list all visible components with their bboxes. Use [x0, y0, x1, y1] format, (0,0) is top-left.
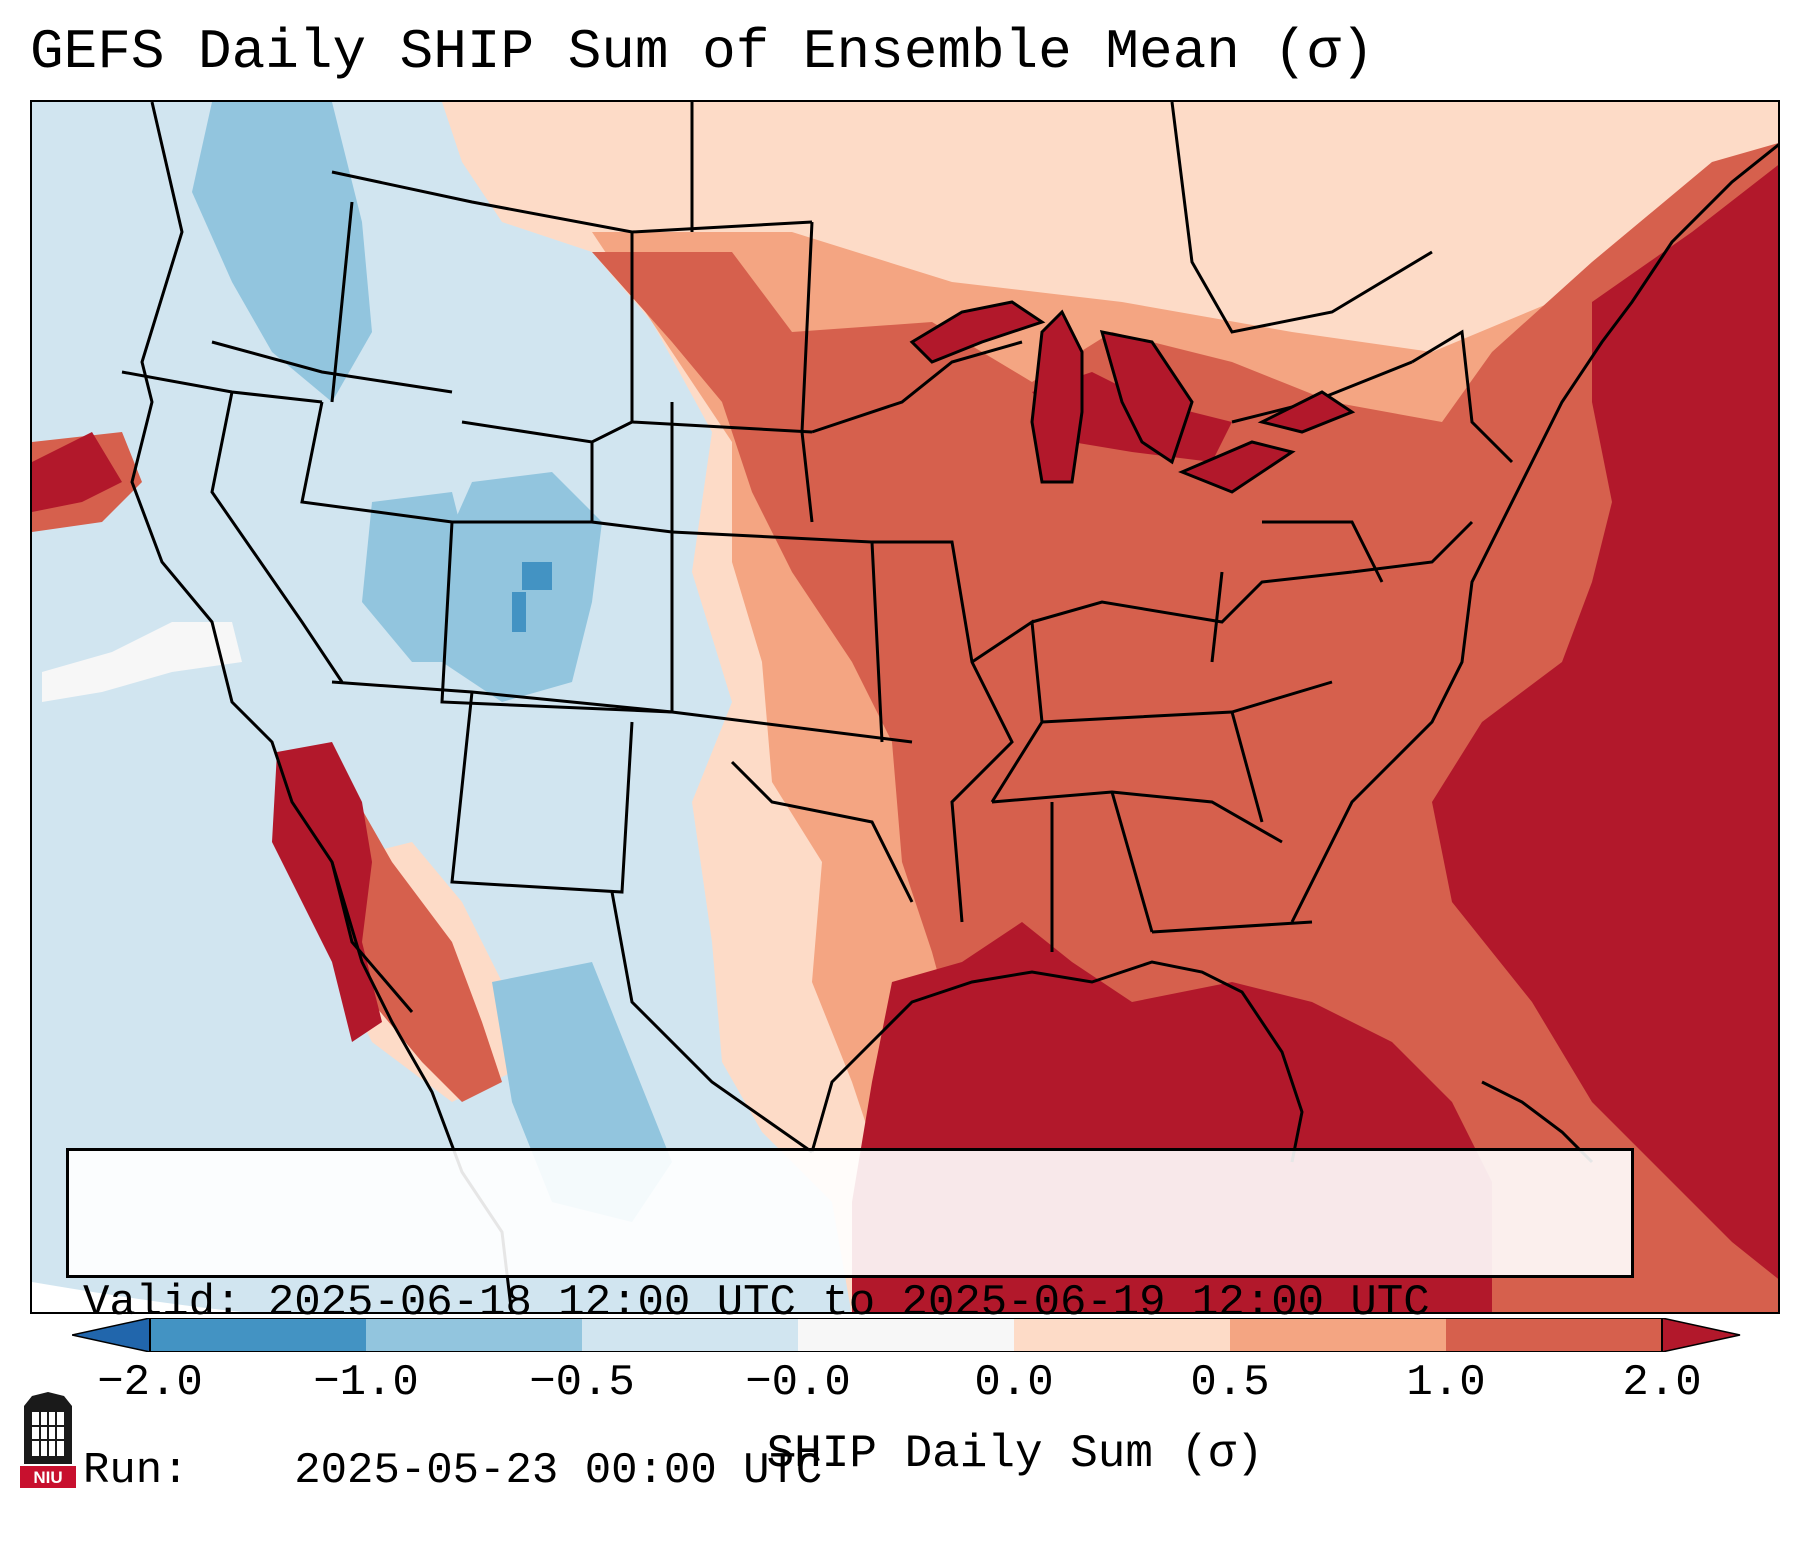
colorbar-bin [798, 1318, 1014, 1352]
logo-text: NIU [33, 1468, 62, 1487]
colorbar [72, 1318, 1741, 1352]
field-mid-blue-cell [522, 562, 552, 590]
shaded-map [32, 102, 1778, 1312]
field-blue-colorado [432, 472, 602, 702]
colorbar-outline [149, 1318, 1663, 1352]
colorbar-bin-over [1661, 1318, 1741, 1352]
great-lakes [909, 300, 1356, 494]
map-title: GEFS Daily SHIP Sum of Ensemble Mean (σ) [30, 20, 1375, 84]
colorbar-tick-label: 1.0 [1406, 1358, 1486, 1408]
colorbar-tick-label: −2.0 [97, 1358, 203, 1408]
map-panel [30, 100, 1780, 1314]
colorbar-bin [1446, 1318, 1662, 1352]
field-darkred-baja [272, 742, 382, 1042]
colorbar-tick-label: −0.5 [529, 1358, 635, 1408]
colorbar-bin [150, 1318, 366, 1352]
field-darkred-norcal [32, 432, 122, 512]
field-blue-utah [362, 492, 472, 662]
colorbar-tick-label: −0.0 [745, 1358, 851, 1408]
colorbar-bin-under [72, 1318, 151, 1352]
field-near-zero-strip [42, 622, 242, 702]
colorbar-tick-label: −1.0 [313, 1358, 419, 1408]
colorbar-tick-label: 2.0 [1622, 1358, 1702, 1408]
colorbar-tick-label: 0.0 [974, 1358, 1054, 1408]
projection-edge [32, 1282, 244, 1312]
colorbar-bin [366, 1318, 582, 1352]
colorbar-bin [1014, 1318, 1230, 1352]
colorbar-bin [1230, 1318, 1446, 1352]
state-borders [121, 102, 1514, 1154]
run-label: Run: [83, 1446, 189, 1496]
valid-run-info-box: Valid: 2025-06-18 12:00 UTC to 2025-06-1… [66, 1148, 1634, 1496]
colorbar-title: SHIP Daily Sum (σ) [766, 1428, 1264, 1480]
run-row: Run: 2025-05-23 00:00 UTC [83, 1443, 1617, 1499]
colorbar-tick-label: 0.5 [1190, 1358, 1270, 1408]
field-red [592, 143, 1778, 1312]
field-mid-blue-cell [512, 592, 526, 632]
field-darkred-atlantic [1432, 165, 1778, 1279]
field-blue-idaho [192, 102, 372, 402]
niu-logo: NIU [20, 1392, 76, 1488]
run-value: 2025-05-23 00:00 UTC [294, 1446, 823, 1496]
colorbar-bin [582, 1318, 798, 1352]
